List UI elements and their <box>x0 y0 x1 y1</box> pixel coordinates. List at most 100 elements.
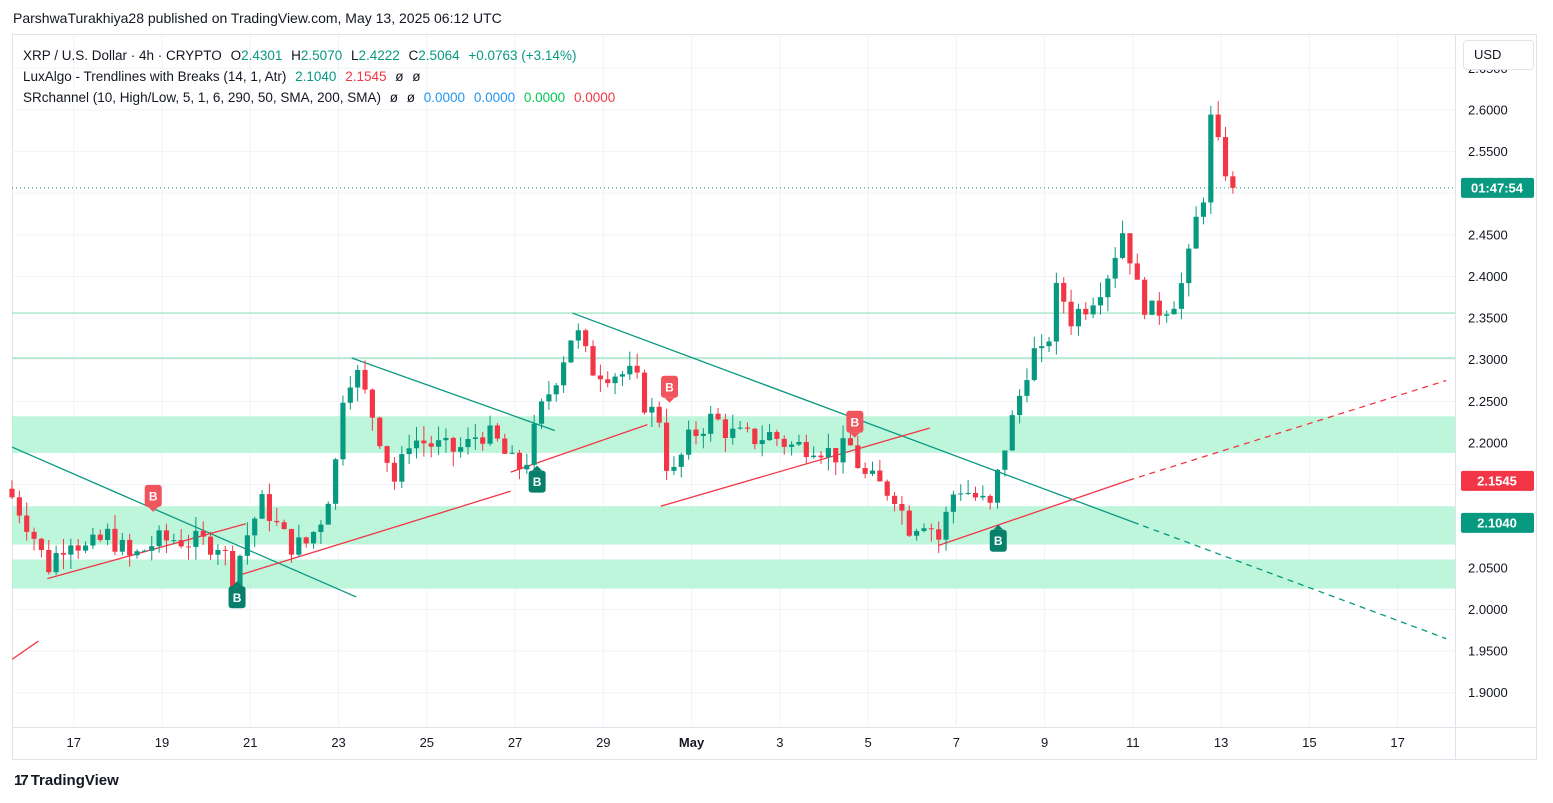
candle-body <box>1002 450 1008 470</box>
candle-body <box>575 330 581 341</box>
legend-open-label: O <box>230 48 242 63</box>
candle-body <box>891 495 898 504</box>
chart-frame <box>12 34 1537 760</box>
candle-body <box>950 494 956 512</box>
candle-body <box>1142 279 1148 315</box>
legend-srchannel-value-5: 0.0000 <box>523 90 566 105</box>
y-axis-tick-label: 2.0500 <box>1468 560 1508 575</box>
candle-body <box>340 402 346 460</box>
candle-body <box>818 455 824 458</box>
candle-body <box>509 452 515 454</box>
candle-body <box>972 492 979 498</box>
candle-body <box>1215 114 1221 138</box>
y-axis-tick-label: 2.4500 <box>1468 227 1508 242</box>
currency-button[interactable]: USD <box>1463 40 1534 70</box>
candle-body <box>656 406 662 423</box>
price-tag-text: 01:47:54 <box>1471 180 1524 195</box>
legend-symbol-row[interactable]: XRP / U.S. Dollar · 4h · CRYPTO O2.4301 … <box>23 45 620 66</box>
candle-body <box>266 494 272 521</box>
candle-body <box>840 438 846 463</box>
candle-body <box>1178 283 1184 309</box>
chart-legend: XRP / U.S. Dollar · 4h · CRYPTO O2.4301 … <box>23 45 620 108</box>
price-tag-text: 2.1545 <box>1477 473 1517 488</box>
candle-body <box>649 406 655 413</box>
candle-body <box>789 444 795 447</box>
y-axis-tick-label: 2.3500 <box>1468 311 1508 326</box>
candle-body <box>31 531 37 539</box>
legend-symbol[interactable]: XRP / U.S. Dollar · 4h · CRYPTO <box>23 48 222 63</box>
candle-body <box>686 429 692 455</box>
candle-body <box>627 365 633 375</box>
candle-body <box>928 528 934 530</box>
candle-body <box>303 537 309 544</box>
breakout-label-text: B <box>994 534 1003 548</box>
candle-body <box>847 438 854 446</box>
legend-high-value: 2.5070 <box>300 48 343 63</box>
candle-body <box>185 546 192 548</box>
candle-body <box>38 538 44 551</box>
candle-body <box>46 550 52 573</box>
candle-body <box>259 494 265 519</box>
candle-body <box>230 550 236 587</box>
candle-body <box>877 470 883 482</box>
legend-close-label: C <box>408 48 419 63</box>
candle-body <box>193 530 199 547</box>
legend-srchannel-name[interactable]: SRchannel (10, High/Low, 5, 1, 6, 290, 5… <box>23 90 381 105</box>
breakout-label-3 <box>528 470 546 493</box>
legend-luxalgo-name[interactable]: LuxAlgo - Trendlines with Breaks (14, 1,… <box>23 69 287 84</box>
breakout-label-pointer <box>849 432 860 438</box>
breakout-label-text: B <box>851 415 860 429</box>
x-axis-tick-label: 3 <box>776 735 783 750</box>
candle-body <box>766 432 773 441</box>
candle-body <box>75 545 81 551</box>
candle-body <box>597 375 603 380</box>
candle-body <box>524 464 530 470</box>
candle-body <box>1097 297 1104 306</box>
trendline-up-6 <box>241 490 511 576</box>
x-axis-tick-label: 15 <box>1302 735 1316 750</box>
candle-body <box>1024 380 1030 396</box>
candle-body <box>281 522 287 530</box>
candle-body <box>825 448 831 458</box>
candle-body <box>752 428 758 445</box>
candle-body <box>516 452 523 470</box>
candle-body <box>1112 257 1118 279</box>
candle-body <box>443 437 449 441</box>
candle-body <box>965 492 971 494</box>
candle-body <box>1075 308 1082 327</box>
candle-body <box>906 510 912 536</box>
trendline-down-2 <box>351 357 555 432</box>
candle-body <box>1171 308 1177 315</box>
legend-luxalgo-row[interactable]: LuxAlgo - Trendlines with Breaks (14, 1,… <box>23 66 620 87</box>
candle-body <box>833 448 839 463</box>
candle-body <box>1039 346 1045 349</box>
candle-body <box>9 488 15 498</box>
candle-body <box>208 536 214 555</box>
x-axis-tick-label: 19 <box>155 735 169 750</box>
tradingview-footer[interactable]: 17 TradingView <box>14 772 119 789</box>
candle-body <box>781 438 787 447</box>
candle-body <box>428 443 434 447</box>
candle-body <box>399 454 405 482</box>
legend-luxalgo-value-4: ø <box>412 69 421 84</box>
x-axis-tick-label: 9 <box>1041 735 1048 750</box>
candle-body <box>1017 395 1023 416</box>
candle-body <box>421 440 427 444</box>
trendline-up-11 <box>12 640 39 660</box>
candle-body <box>112 528 118 552</box>
x-axis-tick-label: 7 <box>953 735 960 750</box>
candle-body <box>119 539 125 552</box>
legend-open-value: 2.4301 <box>241 48 283 63</box>
candle-body <box>391 462 398 482</box>
breakout-label-text: B <box>533 475 542 489</box>
candle-body <box>16 497 22 516</box>
legend-high-label: H <box>291 48 301 63</box>
candle-body <box>759 440 765 445</box>
candle-body <box>68 545 74 555</box>
breakout-label-1 <box>144 484 162 507</box>
breakout-label-pointer <box>993 524 1004 530</box>
legend-srchannel-row[interactable]: SRchannel (10, High/Low, 5, 1, 6, 290, 5… <box>23 87 620 108</box>
trendline-down-1 <box>12 446 357 598</box>
candle-body <box>553 385 559 395</box>
